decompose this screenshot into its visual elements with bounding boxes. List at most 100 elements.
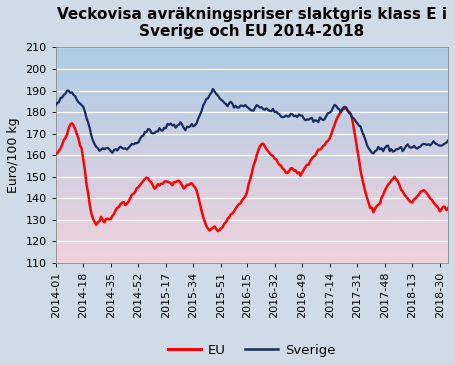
Bar [56, 147, 448, 148]
Bar [56, 95, 448, 96]
Bar [56, 228, 448, 229]
Bar [56, 63, 448, 64]
Bar [56, 74, 448, 75]
Bar [56, 76, 448, 77]
Bar [56, 67, 448, 68]
Bar [56, 87, 448, 88]
Bar [56, 257, 448, 258]
Bar [56, 231, 448, 232]
Bar [56, 138, 448, 139]
Bar [56, 111, 448, 112]
Bar [56, 197, 448, 198]
Bar [56, 193, 448, 194]
Bar [56, 51, 448, 52]
Bar [56, 215, 448, 216]
Bar [56, 96, 448, 97]
Bar [56, 121, 448, 122]
Bar [56, 77, 448, 78]
Bar [56, 122, 448, 123]
Bar [56, 159, 448, 160]
Bar [56, 243, 448, 244]
Bar [56, 190, 448, 191]
Bar [56, 198, 448, 199]
Bar [56, 148, 448, 149]
Bar [56, 253, 448, 254]
Bar [56, 61, 448, 62]
Bar [56, 114, 448, 115]
Bar [56, 92, 448, 93]
Bar [56, 112, 448, 113]
Bar [56, 81, 448, 82]
Bar [56, 207, 448, 208]
Bar [56, 84, 448, 85]
Bar [56, 221, 448, 222]
Bar [56, 224, 448, 225]
Bar [56, 146, 448, 147]
Bar [56, 89, 448, 90]
Bar [56, 235, 448, 236]
Bar [56, 91, 448, 92]
Bar [56, 47, 448, 48]
Bar [56, 153, 448, 154]
Bar [56, 137, 448, 138]
Bar [56, 175, 448, 176]
Bar [56, 85, 448, 86]
Bar [56, 180, 448, 181]
Bar [56, 118, 448, 119]
Bar [56, 208, 448, 209]
Legend: EU, Sverige: EU, Sverige [163, 338, 341, 362]
Bar [56, 73, 448, 74]
Bar [56, 145, 448, 146]
Bar [56, 196, 448, 197]
Bar [56, 57, 448, 58]
Bar [56, 162, 448, 163]
Bar [56, 189, 448, 190]
Bar [56, 108, 448, 109]
Bar [56, 157, 448, 158]
Bar [56, 238, 448, 239]
Bar [56, 135, 448, 136]
Bar [56, 232, 448, 233]
Bar [56, 206, 448, 207]
Bar [56, 104, 448, 105]
Bar [56, 250, 448, 251]
Bar [56, 90, 448, 91]
Bar [56, 260, 448, 261]
Bar [56, 218, 448, 219]
Bar [56, 116, 448, 117]
Bar [56, 201, 448, 202]
Bar [56, 142, 448, 143]
Bar [56, 191, 448, 192]
Bar [56, 124, 448, 125]
Bar [56, 256, 448, 257]
Bar [56, 200, 448, 201]
Bar [56, 141, 448, 142]
Bar [56, 168, 448, 169]
Bar [56, 149, 448, 150]
Bar [56, 106, 448, 107]
Bar [56, 94, 448, 95]
Bar [56, 165, 448, 166]
Bar [56, 164, 448, 165]
Bar [56, 203, 448, 204]
Bar [56, 86, 448, 87]
Bar [56, 186, 448, 187]
Bar [56, 52, 448, 53]
Bar [56, 158, 448, 159]
Bar [56, 179, 448, 180]
Bar [56, 258, 448, 259]
Bar [56, 169, 448, 170]
Bar [56, 151, 448, 152]
Bar [56, 98, 448, 99]
Bar [56, 136, 448, 137]
Bar [56, 143, 448, 144]
Bar [56, 202, 448, 203]
Bar [56, 134, 448, 135]
Bar [56, 192, 448, 193]
Bar [56, 252, 448, 253]
Bar [56, 48, 448, 49]
Bar [56, 130, 448, 131]
Bar [56, 184, 448, 185]
Bar [56, 172, 448, 173]
Bar [56, 132, 448, 133]
